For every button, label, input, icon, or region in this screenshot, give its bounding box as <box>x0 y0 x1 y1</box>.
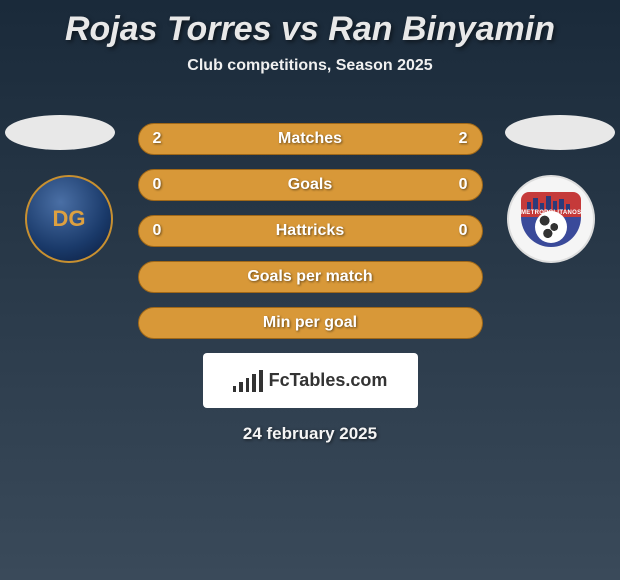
team-right-badge: METROPOLITANOS <box>507 175 595 263</box>
player-left-ellipse <box>5 115 115 150</box>
stat-row: 0 Hattricks 0 <box>138 215 483 247</box>
stat-label: Hattricks <box>193 222 428 240</box>
team-left-badge: DG <box>25 175 113 263</box>
stat-row: 2 Matches 2 <box>138 123 483 155</box>
stat-label: Matches <box>193 130 428 148</box>
stat-row: Goals per match <box>138 261 483 293</box>
stat-label: Min per goal <box>193 314 428 332</box>
stat-right-value: 0 <box>428 222 468 240</box>
team-left-initials: DG <box>53 206 86 232</box>
stat-row: 0 Goals 0 <box>138 169 483 201</box>
comparison-date: 24 february 2025 <box>0 424 620 444</box>
stat-right-value: 2 <box>428 130 468 148</box>
soccer-ball-icon <box>535 211 567 243</box>
stat-left-value: 0 <box>153 222 193 240</box>
skyline-icon <box>527 196 575 210</box>
player-right-ellipse <box>505 115 615 150</box>
stat-right-value: 0 <box>428 176 468 194</box>
team-right-shield: METROPOLITANOS <box>521 192 581 247</box>
comparison-content: DG METROPOLITANOS 2 Matches 2 0 Goals <box>0 115 620 444</box>
bar-chart-icon <box>233 370 263 392</box>
stat-left-value: 2 <box>153 130 193 148</box>
fctables-logo: FcTables.com <box>203 353 418 408</box>
logo-text: FcTables.com <box>269 370 388 391</box>
page-subtitle: Club competitions, Season 2025 <box>0 57 620 75</box>
stat-left-value: 0 <box>153 176 193 194</box>
stats-table: 2 Matches 2 0 Goals 0 0 Hattricks 0 Goal… <box>138 115 483 339</box>
stat-label: Goals <box>193 176 428 194</box>
page-title: Rojas Torres vs Ran Binyamin <box>0 0 620 49</box>
stat-label: Goals per match <box>193 268 428 286</box>
stat-row: Min per goal <box>138 307 483 339</box>
